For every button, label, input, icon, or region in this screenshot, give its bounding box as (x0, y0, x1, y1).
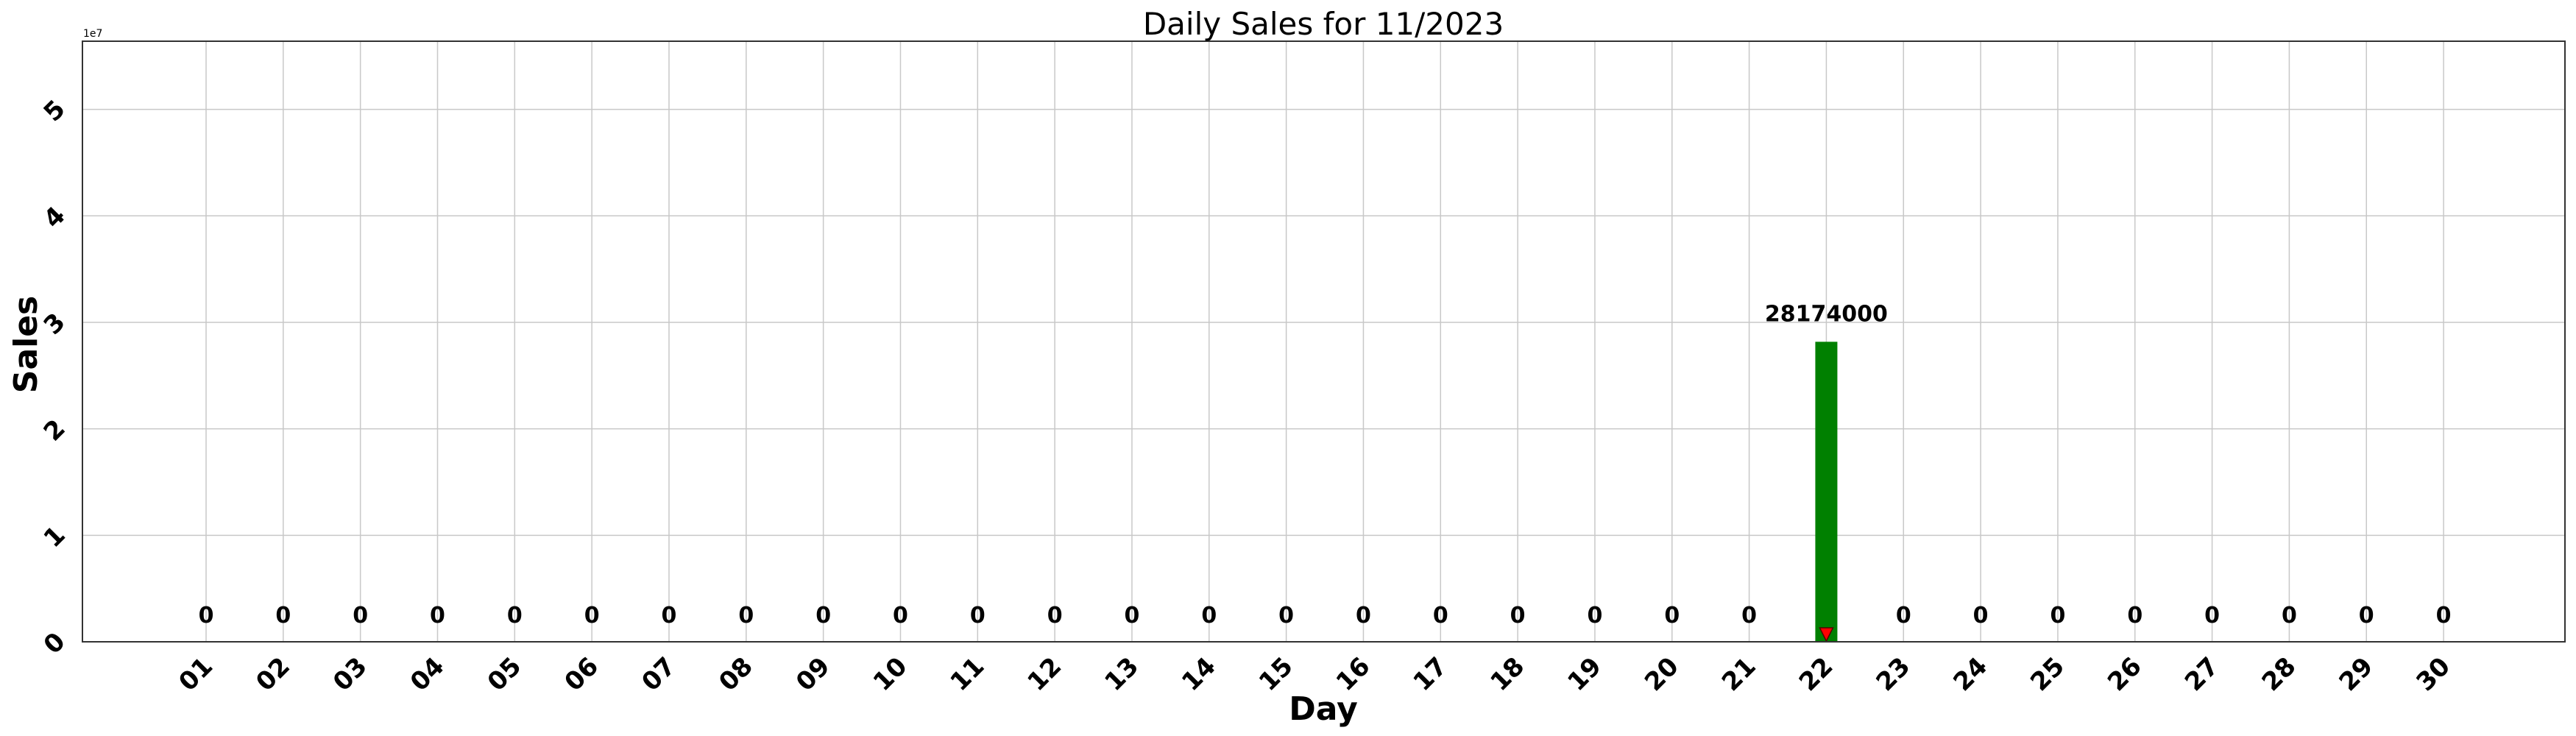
x-tick-label-10: 10 (868, 651, 913, 697)
x-tick-label-28: 28 (2257, 651, 2302, 697)
x-tick-label-05: 05 (482, 651, 528, 697)
data-label-19: 0 (1588, 603, 1603, 629)
x-tick-label-19: 19 (1562, 651, 1607, 697)
x-tick-label-12: 12 (1022, 651, 1067, 697)
data-label-25: 0 (2050, 603, 2065, 629)
x-tick-label-30: 30 (2410, 651, 2456, 697)
x-tick-label-27: 27 (2179, 651, 2225, 697)
y-tick-label-2: 2 (38, 414, 71, 447)
grid-lines (82, 41, 2565, 643)
y-tick-label-0: 0 (38, 627, 71, 660)
data-label-21: 0 (1741, 603, 1757, 629)
data-label-28: 0 (2282, 603, 2297, 629)
x-tick-label-14: 14 (1176, 651, 1222, 697)
data-label-30: 0 (2436, 603, 2452, 629)
data-label-10: 0 (893, 603, 908, 629)
data-label-13: 0 (1125, 603, 1140, 629)
plot-frame (82, 40, 2566, 643)
data-label-04: 0 (430, 603, 445, 629)
x-tick-label-01: 01 (173, 651, 219, 697)
marker-22 (1819, 627, 1834, 643)
x-tick-label-29: 29 (2334, 651, 2379, 697)
x-tick-label-04: 04 (405, 651, 450, 697)
y-tick-label-4: 4 (38, 201, 71, 234)
data-label-09: 0 (815, 603, 831, 629)
x-tick-label-07: 07 (636, 651, 682, 697)
x-tick-label-25: 25 (2025, 651, 2070, 697)
markers-layer (1819, 627, 1834, 643)
x-tick-label-06: 06 (559, 651, 604, 697)
x-tick-label-26: 26 (2102, 651, 2148, 697)
bar-22 (1815, 342, 1838, 642)
data-label-03: 0 (353, 603, 368, 629)
x-tick-label-21: 21 (1716, 651, 1762, 697)
data-label-15: 0 (1278, 603, 1294, 629)
data-label-23: 0 (1896, 603, 1911, 629)
data-label-27: 0 (2204, 603, 2220, 629)
x-tick-label-18: 18 (1485, 651, 1530, 697)
data-label-01: 0 (199, 603, 214, 629)
x-tick-label-09: 09 (790, 651, 836, 697)
x-tick-label-24: 24 (1947, 651, 1993, 697)
y-tick-label-1: 1 (38, 520, 71, 553)
data-labels-layer: 0 0 0 0 0 0 0 0 0 0 0 0 0 0 0 0 0 0 0 0 0 28174000 0 0 0 0 0 0 0 0 (199, 301, 2452, 629)
x-tick-label-23: 23 (1871, 651, 1917, 697)
data-label-29: 0 (2359, 603, 2374, 629)
data-label-11: 0 (970, 603, 986, 629)
x-tick-label-20: 20 (1639, 651, 1685, 697)
data-label-07: 0 (662, 603, 677, 629)
data-label-17: 0 (1433, 603, 1448, 629)
data-label-12: 0 (1047, 603, 1063, 629)
x-tick-label-13: 13 (1099, 651, 1144, 697)
data-label-18: 0 (1510, 603, 1526, 629)
y-tick-label-5: 5 (38, 94, 71, 127)
data-label-14: 0 (1201, 603, 1217, 629)
data-label-16: 0 (1356, 603, 1371, 629)
data-label-05: 0 (507, 603, 523, 629)
data-label-08: 0 (738, 603, 754, 629)
x-tick-label-22: 22 (1794, 651, 1839, 697)
data-label-06: 0 (584, 603, 600, 629)
x-axis-label: Day (1289, 690, 1358, 728)
y-axis-label: Sales (7, 296, 45, 394)
data-label-24: 0 (1973, 603, 1989, 629)
x-tick-label-11: 11 (945, 651, 991, 697)
x-tick-label-08: 08 (713, 651, 759, 697)
bars-layer (1815, 342, 1838, 642)
x-tick-label-03: 03 (328, 651, 373, 697)
data-label-02: 0 (275, 603, 291, 629)
data-label-22: 28174000 (1765, 301, 1888, 327)
x-tick-label-02: 02 (250, 651, 296, 697)
data-label-26: 0 (2127, 603, 2142, 629)
y-axis-offset-label: 1e7 (83, 28, 102, 40)
chart-title: Daily Sales for 11/2023 (1143, 6, 1504, 42)
data-label-20: 0 (1664, 603, 1680, 629)
x-tick-label-17: 17 (1408, 651, 1454, 697)
